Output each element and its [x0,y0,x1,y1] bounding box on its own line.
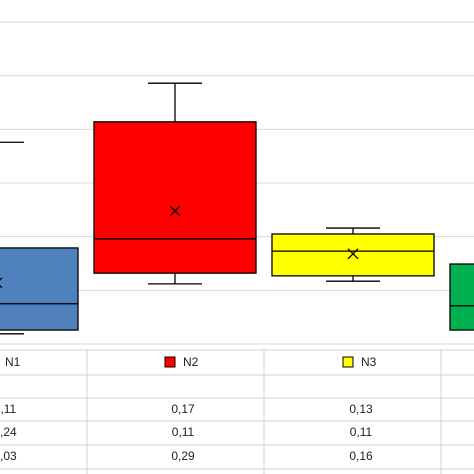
legend-label: N2 [183,355,199,369]
mean-marker [169,205,181,217]
box [0,247,79,331]
legend-label: N3 [361,355,377,369]
table-cell: 0,11 [0,402,17,416]
mean-marker [0,277,3,289]
table-cell: 0,24 [0,425,17,439]
legend-swatch [342,356,354,368]
table-cell: 0,29 [171,449,195,463]
table-cell: 0,03 [0,449,17,463]
table-cell: 0,13 [349,402,373,416]
box [93,121,257,274]
table-cell: 0,17 [171,402,195,416]
box [449,263,474,331]
table-cell: 0,11 [172,425,195,439]
legend-swatch [164,356,176,368]
table-cell: 0,16 [349,449,373,463]
table-cell: 0,11 [350,425,373,439]
legend-label: N1 [5,355,21,369]
box [271,233,435,277]
table-lines [0,349,474,474]
mean-marker [347,248,359,260]
